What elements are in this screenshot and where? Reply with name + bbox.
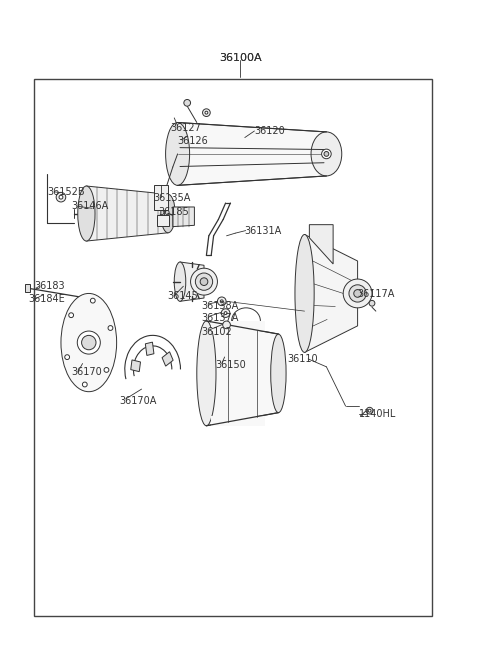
Ellipse shape — [161, 195, 175, 233]
Polygon shape — [178, 122, 326, 185]
Polygon shape — [206, 321, 278, 426]
Circle shape — [322, 149, 331, 159]
Text: 36135A: 36135A — [154, 193, 191, 204]
Text: 36100A: 36100A — [219, 52, 261, 63]
Circle shape — [221, 309, 230, 318]
Text: 36100A: 36100A — [219, 52, 261, 63]
Bar — [211, 416, 265, 426]
Bar — [211, 321, 265, 331]
Circle shape — [217, 297, 226, 306]
Ellipse shape — [174, 262, 186, 301]
Ellipse shape — [271, 334, 286, 413]
Polygon shape — [157, 215, 169, 226]
Circle shape — [223, 321, 230, 329]
Circle shape — [349, 285, 366, 302]
Circle shape — [195, 273, 213, 290]
Text: 36146A: 36146A — [71, 201, 108, 212]
Circle shape — [108, 326, 113, 330]
Circle shape — [368, 409, 371, 412]
Polygon shape — [162, 352, 173, 366]
Text: 36183: 36183 — [35, 281, 65, 291]
Circle shape — [104, 367, 109, 372]
Ellipse shape — [197, 321, 216, 426]
Text: 36170: 36170 — [71, 367, 102, 377]
Circle shape — [366, 407, 373, 414]
Polygon shape — [86, 186, 168, 241]
Polygon shape — [173, 207, 194, 227]
Text: 36127: 36127 — [170, 122, 201, 133]
Polygon shape — [131, 360, 141, 371]
Circle shape — [324, 151, 329, 157]
Text: 36184E: 36184E — [29, 294, 66, 305]
Text: 36137A: 36137A — [202, 313, 239, 324]
Circle shape — [65, 355, 70, 360]
Circle shape — [191, 268, 217, 295]
Circle shape — [184, 100, 191, 106]
Text: 36126: 36126 — [178, 136, 208, 147]
Circle shape — [220, 300, 223, 303]
Text: 36120: 36120 — [254, 126, 285, 136]
Circle shape — [224, 312, 227, 314]
Circle shape — [205, 111, 208, 114]
Text: 36185: 36185 — [158, 206, 189, 217]
Polygon shape — [305, 234, 358, 352]
Text: 36152B: 36152B — [47, 187, 84, 197]
Circle shape — [203, 109, 210, 117]
Text: 36102: 36102 — [202, 327, 232, 337]
Circle shape — [343, 279, 372, 308]
Bar — [154, 185, 168, 210]
Text: 36110: 36110 — [287, 354, 318, 364]
Text: 36145: 36145 — [167, 291, 198, 301]
Ellipse shape — [78, 186, 95, 241]
Circle shape — [69, 313, 73, 318]
Circle shape — [200, 278, 208, 286]
Text: 36150: 36150 — [215, 360, 246, 370]
Polygon shape — [145, 342, 154, 356]
Circle shape — [56, 193, 66, 202]
Circle shape — [369, 301, 375, 306]
Bar — [25, 284, 30, 292]
Text: 1140HL: 1140HL — [359, 409, 396, 419]
Polygon shape — [180, 262, 204, 301]
Ellipse shape — [166, 122, 190, 185]
Text: 36138A: 36138A — [202, 301, 239, 311]
Circle shape — [354, 290, 361, 297]
Text: 36131A: 36131A — [245, 225, 282, 236]
Circle shape — [82, 335, 96, 350]
Circle shape — [90, 298, 95, 303]
Ellipse shape — [295, 234, 314, 352]
Polygon shape — [310, 225, 333, 264]
Circle shape — [77, 331, 100, 354]
Ellipse shape — [61, 293, 117, 392]
Circle shape — [83, 382, 87, 387]
Text: 36117A: 36117A — [358, 289, 395, 299]
Text: 36170A: 36170A — [119, 396, 156, 406]
Bar — [34, 79, 432, 616]
Ellipse shape — [311, 132, 342, 176]
Circle shape — [59, 195, 63, 199]
